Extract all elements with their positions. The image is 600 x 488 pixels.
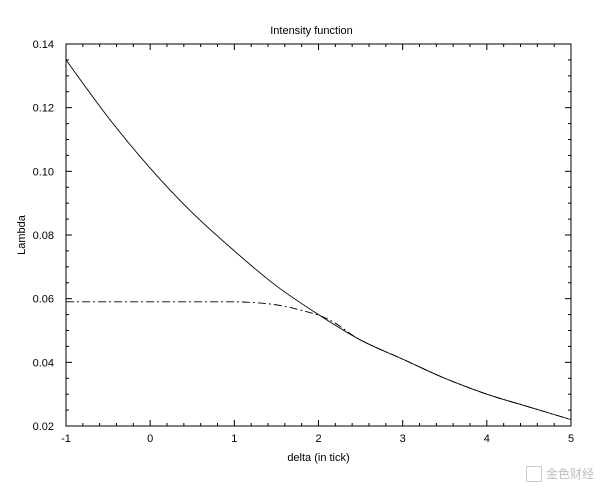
x-tick-label: -1 bbox=[61, 433, 71, 445]
plot-frame bbox=[65, 43, 572, 427]
y-tick-label: 0.02 bbox=[33, 421, 54, 433]
y-tick-label: 0.04 bbox=[33, 357, 54, 369]
y-tick-label: 0.06 bbox=[33, 294, 54, 306]
x-tick-label: 5 bbox=[568, 433, 574, 445]
x-axis-label: delta (in tick) bbox=[287, 452, 349, 464]
series-line-solid bbox=[65, 59, 572, 421]
chart-title: Intensity function bbox=[270, 25, 353, 37]
watermark: 金色财经 bbox=[525, 465, 594, 482]
y-axis-label: Lambda bbox=[16, 214, 28, 255]
series-line-dash-dot bbox=[65, 301, 572, 421]
x-tick-label: 2 bbox=[315, 433, 321, 445]
watermark-logo-icon bbox=[525, 465, 542, 482]
x-axis-ticks: -1 0 1 2 3 4 5 bbox=[61, 44, 574, 445]
x-tick-label: 0 bbox=[147, 433, 153, 445]
watermark-text: 金色财经 bbox=[545, 467, 594, 481]
x-tick-label: 1 bbox=[231, 433, 237, 445]
x-tick-label: 3 bbox=[400, 433, 406, 445]
y-tick-label: 0.14 bbox=[33, 39, 54, 51]
x-tick-label: 4 bbox=[484, 433, 490, 445]
series-layer bbox=[65, 59, 572, 421]
y-tick-label: 0.12 bbox=[33, 103, 54, 115]
y-tick-label: 0.08 bbox=[33, 230, 54, 242]
y-axis-ticks: 0.02 0.04 0.06 0.08 0.10 0.12 0.14 bbox=[33, 39, 571, 433]
y-tick-label: 0.10 bbox=[33, 166, 54, 178]
